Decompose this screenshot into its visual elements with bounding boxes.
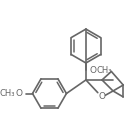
- Text: CH₃: CH₃: [0, 89, 15, 98]
- Text: O: O: [15, 89, 22, 98]
- Text: O: O: [89, 66, 96, 75]
- Text: O: O: [99, 92, 106, 101]
- Text: CH₃: CH₃: [96, 66, 112, 75]
